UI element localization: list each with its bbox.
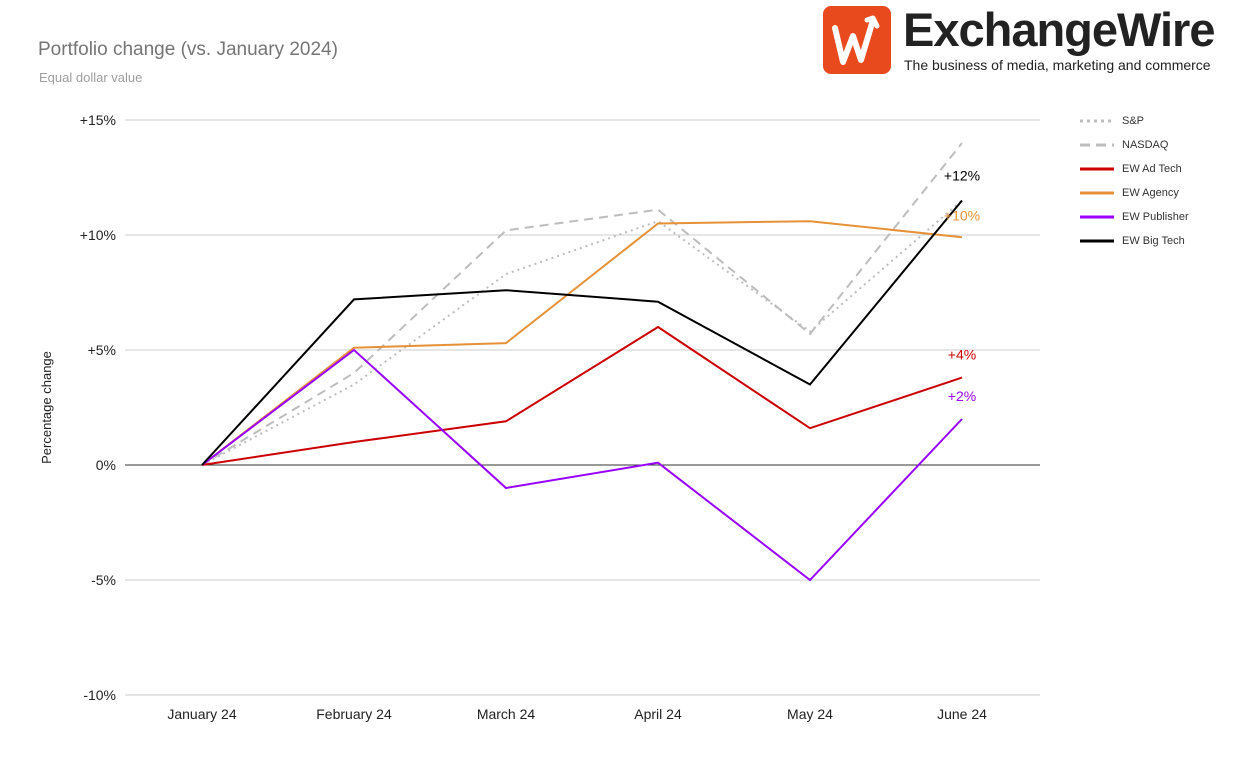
legend-swatch: [1080, 191, 1114, 195]
x-tick-label: June 24: [937, 706, 987, 722]
chart-legend: S&P NASDAQ EW Ad Tech EW Agency EW Publisher…: [1080, 109, 1189, 253]
legend-item-ew-agency: EW Agency: [1080, 181, 1189, 205]
y-tick-label: -5%: [91, 572, 116, 588]
legend-swatch: [1080, 167, 1114, 171]
end-label-ew-agency: +10%: [944, 207, 980, 223]
legend-label: EW Big Tech: [1122, 235, 1185, 247]
legend-swatch: [1080, 239, 1114, 243]
legend-item-ew-ad-tech: EW Ad Tech: [1080, 157, 1189, 181]
y-tick-label: -10%: [83, 687, 116, 703]
logo-name: ExchangeWire: [903, 3, 1215, 56]
legend-label: NASDAQ: [1122, 139, 1169, 151]
legend-label: S&P: [1122, 115, 1145, 127]
chart-subtitle: Equal dollar value: [39, 70, 143, 85]
legend-swatch: [1080, 119, 1114, 123]
series-line-s-p: [201, 199, 963, 466]
y-tick-label: +15%: [80, 112, 116, 128]
legend-label: EW Agency: [1122, 187, 1179, 199]
series-line-ew-ad-tech: [201, 325, 963, 466]
series-line-nasdaq: [201, 142, 963, 466]
logo-tagline: The business of media, marketing and com…: [904, 57, 1211, 73]
legend-label: EW Publisher: [1122, 211, 1189, 223]
x-tick-label: January 24: [167, 706, 236, 722]
end-label-ew-ad-tech: +4%: [948, 347, 976, 363]
y-tick-label: +5%: [88, 342, 116, 358]
legend-label: EW Ad Tech: [1122, 163, 1182, 175]
y-tick-label: +10%: [80, 227, 116, 243]
x-tick-label: April 24: [634, 706, 682, 722]
legend-swatch: [1080, 143, 1114, 147]
exchangewire-logo: ExchangeWire The business of media, mark…: [823, 3, 1233, 76]
y-axis-label: Percentage change: [39, 351, 54, 464]
legend-item-ew-big-tech: EW Big Tech: [1080, 229, 1189, 253]
legend-item-s-p: S&P: [1080, 109, 1189, 133]
chart-title: Portfolio change (vs. January 2024): [38, 39, 338, 60]
end-label-ew-publisher: +2%: [948, 388, 976, 404]
legend-item-ew-publisher: EW Publisher: [1080, 205, 1189, 229]
x-tick-label: May 24: [787, 706, 833, 722]
series-line-ew-agency: [201, 220, 963, 466]
legend-swatch: [1080, 215, 1114, 219]
y-tick-label: 0%: [96, 457, 116, 473]
legend-item-nasdaq: NASDAQ: [1080, 133, 1189, 157]
series-line-ew-big-tech: [201, 199, 963, 466]
end-label-ew-big-tech: +12%: [944, 168, 980, 184]
x-tick-label: March 24: [477, 706, 536, 722]
x-tick-label: February 24: [316, 706, 392, 722]
series-line-ew-publisher: [201, 348, 963, 582]
logo-w-mark-icon: [823, 6, 891, 74]
